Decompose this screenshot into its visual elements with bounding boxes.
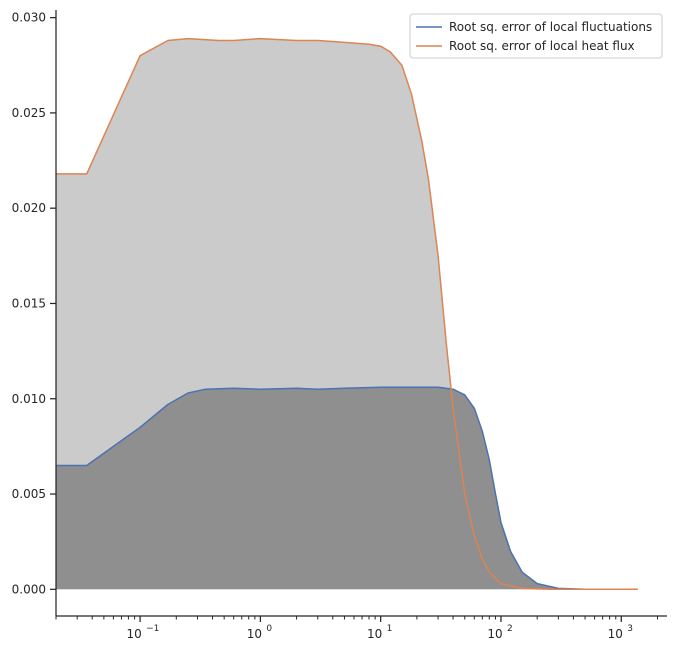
x-tick-exponent: 1 — [387, 624, 393, 634]
legend: Root sq. error of local fluctuations Root… — [409, 13, 663, 59]
x-tick-label: 10 — [126, 627, 141, 641]
y-tick-label: 0.025 — [12, 106, 46, 120]
x-tick-exponent: 2 — [507, 624, 513, 634]
y-tick-label: 0.015 — [12, 296, 46, 310]
x-tick-exponent: 3 — [627, 624, 633, 634]
area-fill-0 — [56, 387, 638, 590]
y-tick-label: 0.020 — [12, 201, 46, 215]
series-line-1 — [56, 37, 638, 591]
x-tick-exponent: −1 — [146, 624, 159, 634]
x-tick-label: 10 — [487, 627, 502, 641]
y-tick-label: 0.010 — [12, 392, 46, 406]
series-line-0 — [56, 386, 638, 591]
x-tick-exponent: 0 — [266, 624, 272, 634]
y-tick-label: 0.005 — [12, 487, 46, 501]
legend-box — [409, 13, 663, 59]
legend-label-1: Root sq. error of local heat flux — [449, 39, 635, 53]
x-tick-label: 10 — [367, 627, 382, 641]
y-tick-label: 0.030 — [12, 11, 46, 25]
area-fills — [56, 38, 638, 590]
x-tick-label: 10 — [608, 627, 623, 641]
series-lines — [56, 37, 638, 591]
legend-label-0: Root sq. error of local fluctuations — [449, 20, 652, 34]
x-tick-label: 10 — [247, 627, 262, 641]
y-tick-label: 0.000 — [12, 582, 46, 596]
